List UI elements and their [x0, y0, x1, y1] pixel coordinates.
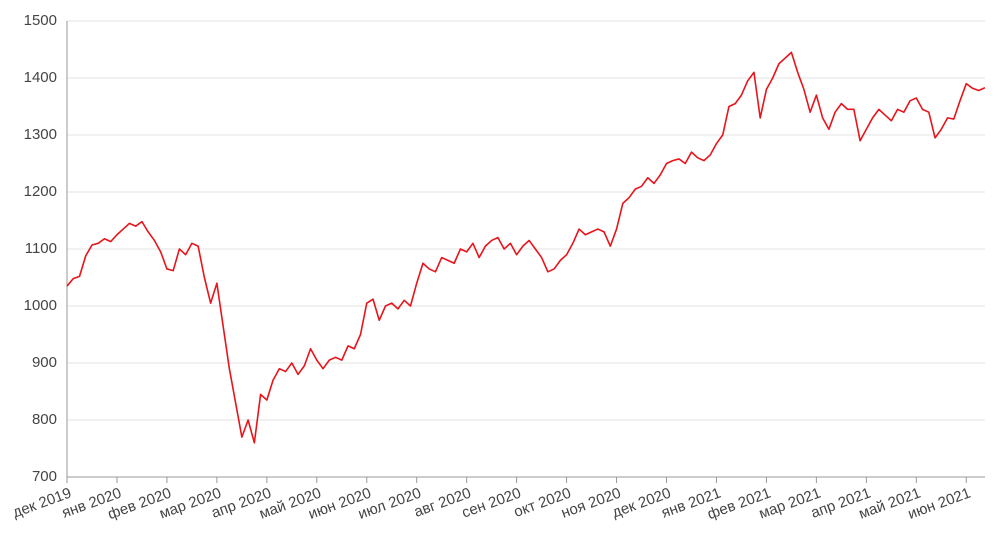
y-tick-label: 1100: [25, 240, 57, 257]
price-line: [66, 51, 986, 444]
y-tick-label: 800: [32, 411, 57, 428]
y-tick-label: 1400: [24, 69, 57, 86]
y-tick-label: 900: [32, 354, 57, 371]
y-tick-label: 700: [32, 468, 57, 485]
y-tick-label: 1300: [24, 126, 57, 143]
y-tick-label: 1500: [24, 12, 57, 29]
y-tick-label: 1200: [24, 183, 57, 200]
y-tick-label: 1000: [24, 297, 57, 314]
